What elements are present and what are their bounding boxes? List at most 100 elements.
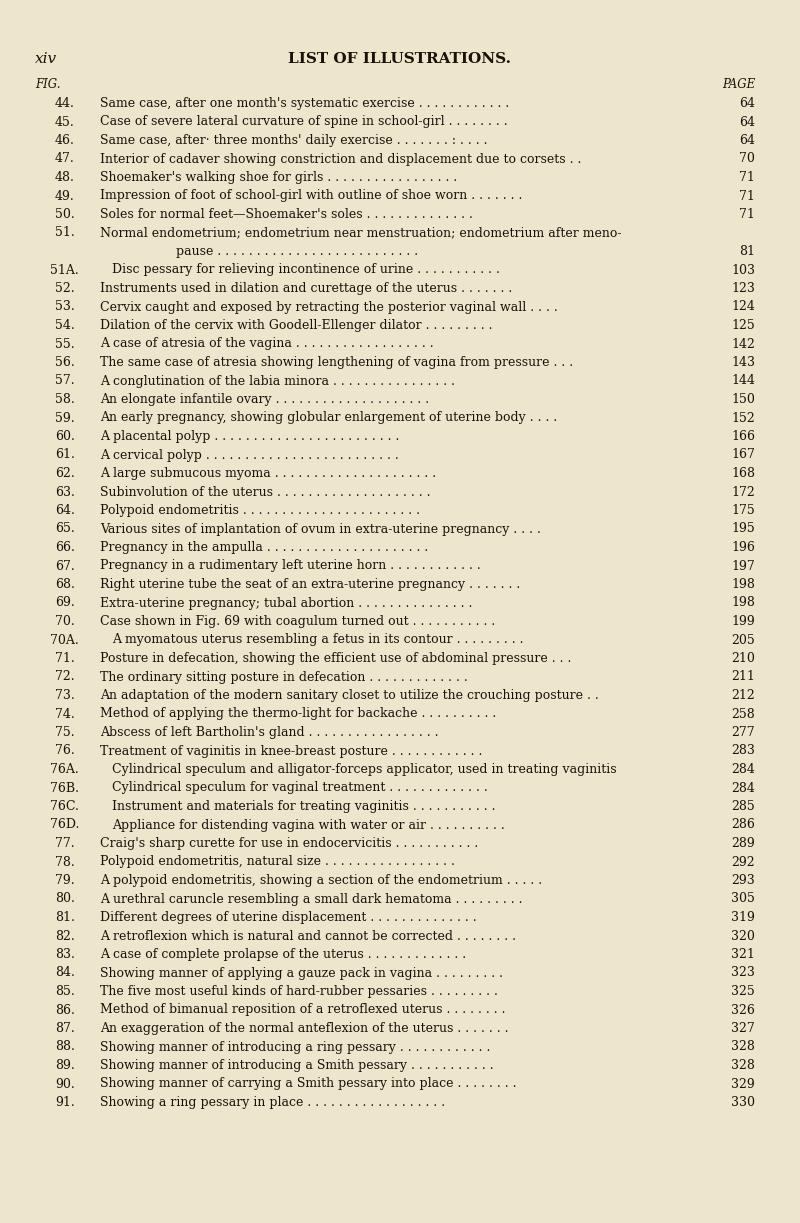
- Text: 125: 125: [731, 319, 755, 331]
- Text: Extra-uterine pregnancy; tubal abortion . . . . . . . . . . . . . . .: Extra-uterine pregnancy; tubal abortion …: [100, 597, 472, 609]
- Text: 67.: 67.: [55, 559, 74, 572]
- Text: A cervical polyp . . . . . . . . . . . . . . . . . . . . . . . . .: A cervical polyp . . . . . . . . . . . .…: [100, 449, 398, 461]
- Text: 80.: 80.: [55, 893, 75, 905]
- Text: 258: 258: [731, 707, 755, 720]
- Text: 51.: 51.: [55, 226, 74, 240]
- Text: Showing manner of introducing a ring pessary . . . . . . . . . . . .: Showing manner of introducing a ring pes…: [100, 1041, 490, 1053]
- Text: 283: 283: [731, 745, 755, 757]
- Text: A placental polyp . . . . . . . . . . . . . . . . . . . . . . . .: A placental polyp . . . . . . . . . . . …: [100, 430, 399, 443]
- Text: pause . . . . . . . . . . . . . . . . . . . . . . . . . .: pause . . . . . . . . . . . . . . . . . …: [140, 245, 418, 258]
- Text: Showing a ring pessary in place . . . . . . . . . . . . . . . . . .: Showing a ring pessary in place . . . . …: [100, 1096, 445, 1109]
- Text: Various sites of implantation of ovum in extra-uterine pregnancy . . . .: Various sites of implantation of ovum in…: [100, 522, 541, 536]
- Text: A urethral caruncle resembling a small dark hematoma . . . . . . . . .: A urethral caruncle resembling a small d…: [100, 893, 522, 905]
- Text: 76B.: 76B.: [50, 781, 79, 795]
- Text: 70: 70: [739, 153, 755, 165]
- Text: Polypoid endometritis, natural size . . . . . . . . . . . . . . . . .: Polypoid endometritis, natural size . . …: [100, 856, 455, 868]
- Text: 144: 144: [731, 374, 755, 388]
- Text: Different degrees of uterine displacement . . . . . . . . . . . . . .: Different degrees of uterine displacemen…: [100, 911, 477, 925]
- Text: An elongate infantile ovary . . . . . . . . . . . . . . . . . . . .: An elongate infantile ovary . . . . . . …: [100, 393, 429, 406]
- Text: 84.: 84.: [55, 966, 75, 980]
- Text: 211: 211: [731, 670, 755, 684]
- Text: 199: 199: [731, 615, 755, 627]
- Text: Same case, after one month's systematic exercise . . . . . . . . . . . .: Same case, after one month's systematic …: [100, 97, 510, 110]
- Text: Abscess of left Bartholin's gland . . . . . . . . . . . . . . . . .: Abscess of left Bartholin's gland . . . …: [100, 726, 438, 739]
- Text: 76.: 76.: [55, 745, 74, 757]
- Text: 175: 175: [731, 504, 755, 517]
- Text: Polypoid endometritis . . . . . . . . . . . . . . . . . . . . . . .: Polypoid endometritis . . . . . . . . . …: [100, 504, 420, 517]
- Text: Appliance for distending vagina with water or air . . . . . . . . . .: Appliance for distending vagina with wat…: [112, 818, 505, 832]
- Text: 210: 210: [731, 652, 755, 665]
- Text: 73.: 73.: [55, 689, 74, 702]
- Text: 198: 198: [731, 578, 755, 591]
- Text: 292: 292: [731, 856, 755, 868]
- Text: An exaggeration of the normal anteflexion of the uterus . . . . . . .: An exaggeration of the normal anteflexio…: [100, 1022, 509, 1035]
- Text: 57.: 57.: [55, 374, 74, 388]
- Text: LIST OF ILLUSTRATIONS.: LIST OF ILLUSTRATIONS.: [289, 53, 511, 66]
- Text: 64.: 64.: [55, 504, 75, 517]
- Text: 71: 71: [739, 208, 755, 221]
- Text: 54.: 54.: [55, 319, 74, 331]
- Text: 65.: 65.: [55, 522, 74, 536]
- Text: 205: 205: [731, 634, 755, 647]
- Text: 326: 326: [731, 1004, 755, 1016]
- Text: 44.: 44.: [55, 97, 75, 110]
- Text: 195: 195: [731, 522, 755, 536]
- Text: Soles for normal feet—Shoemaker's soles . . . . . . . . . . . . . .: Soles for normal feet—Shoemaker's soles …: [100, 208, 473, 221]
- Text: An adaptation of the modern sanitary closet to utilize the crouching posture . .: An adaptation of the modern sanitary clo…: [100, 689, 598, 702]
- Text: 83.: 83.: [55, 948, 75, 961]
- Text: Instruments used in dilation and curettage of the uterus . . . . . . .: Instruments used in dilation and curetta…: [100, 283, 512, 295]
- Text: 74.: 74.: [55, 707, 74, 720]
- Text: Posture in defecation, showing the efficient use of abdominal pressure . . .: Posture in defecation, showing the effic…: [100, 652, 571, 665]
- Text: 286: 286: [731, 818, 755, 832]
- Text: 277: 277: [731, 726, 755, 739]
- Text: 63.: 63.: [55, 486, 75, 499]
- Text: 152: 152: [731, 411, 755, 424]
- Text: 66.: 66.: [55, 541, 75, 554]
- Text: 103: 103: [731, 263, 755, 276]
- Text: Method of applying the thermo-light for backache . . . . . . . . . .: Method of applying the thermo-light for …: [100, 707, 496, 720]
- Text: 319: 319: [731, 911, 755, 925]
- Text: A case of complete prolapse of the uterus . . . . . . . . . . . . .: A case of complete prolapse of the uteru…: [100, 948, 466, 961]
- Text: An early pregnancy, showing globular enlargement of uterine body . . . .: An early pregnancy, showing globular enl…: [100, 411, 558, 424]
- Text: 305: 305: [731, 893, 755, 905]
- Text: 52.: 52.: [55, 283, 74, 295]
- Text: 328: 328: [731, 1041, 755, 1053]
- Text: Cylindrical speculum for vaginal treatment . . . . . . . . . . . . .: Cylindrical speculum for vaginal treatme…: [112, 781, 488, 795]
- Text: 212: 212: [731, 689, 755, 702]
- Text: 88.: 88.: [55, 1041, 75, 1053]
- Text: A myomatous uterus resembling a fetus in its contour . . . . . . . . .: A myomatous uterus resembling a fetus in…: [112, 634, 523, 647]
- Text: A large submucous myoma . . . . . . . . . . . . . . . . . . . . .: A large submucous myoma . . . . . . . . …: [100, 467, 436, 479]
- Text: 48.: 48.: [55, 171, 75, 183]
- Text: 293: 293: [731, 874, 755, 887]
- Text: 76A.: 76A.: [50, 763, 78, 777]
- Text: 79.: 79.: [55, 874, 74, 887]
- Text: 47.: 47.: [55, 153, 74, 165]
- Text: Craig's sharp curette for use in endocervicitis . . . . . . . . . . .: Craig's sharp curette for use in endocer…: [100, 837, 478, 850]
- Text: Showing manner of introducing a Smith pessary . . . . . . . . . . .: Showing manner of introducing a Smith pe…: [100, 1059, 494, 1073]
- Text: The ordinary sitting posture in defecation . . . . . . . . . . . . .: The ordinary sitting posture in defecati…: [100, 670, 468, 684]
- Text: Shoemaker's walking shoe for girls . . . . . . . . . . . . . . . . .: Shoemaker's walking shoe for girls . . .…: [100, 171, 458, 183]
- Text: 62.: 62.: [55, 467, 74, 479]
- Text: 284: 284: [731, 763, 755, 777]
- Text: 172: 172: [731, 486, 755, 499]
- Text: 71: 71: [739, 190, 755, 203]
- Text: 166: 166: [731, 430, 755, 443]
- Text: Case shown in Fig. 69 with coagulum turned out . . . . . . . . . . .: Case shown in Fig. 69 with coagulum turn…: [100, 615, 495, 627]
- Text: Pregnancy in a rudimentary left uterine horn . . . . . . . . . . . .: Pregnancy in a rudimentary left uterine …: [100, 559, 481, 572]
- Text: 46.: 46.: [55, 135, 75, 147]
- Text: 142: 142: [731, 338, 755, 351]
- Text: 68.: 68.: [55, 578, 75, 591]
- Text: Instrument and materials for treating vaginitis . . . . . . . . . . .: Instrument and materials for treating va…: [112, 800, 495, 813]
- Text: 284: 284: [731, 781, 755, 795]
- Text: Dilation of the cervix with Goodell-Ellenger dilator . . . . . . . . .: Dilation of the cervix with Goodell-Elle…: [100, 319, 493, 331]
- Text: 123: 123: [731, 283, 755, 295]
- Text: Cervix caught and exposed by retracting the posterior vaginal wall . . . .: Cervix caught and exposed by retracting …: [100, 301, 558, 313]
- Text: 85.: 85.: [55, 985, 74, 998]
- Text: 81: 81: [739, 245, 755, 258]
- Text: 329: 329: [731, 1077, 755, 1091]
- Text: 289: 289: [731, 837, 755, 850]
- Text: 61.: 61.: [55, 449, 75, 461]
- Text: 89.: 89.: [55, 1059, 74, 1073]
- Text: 323: 323: [731, 966, 755, 980]
- Text: PAGE: PAGE: [722, 78, 755, 91]
